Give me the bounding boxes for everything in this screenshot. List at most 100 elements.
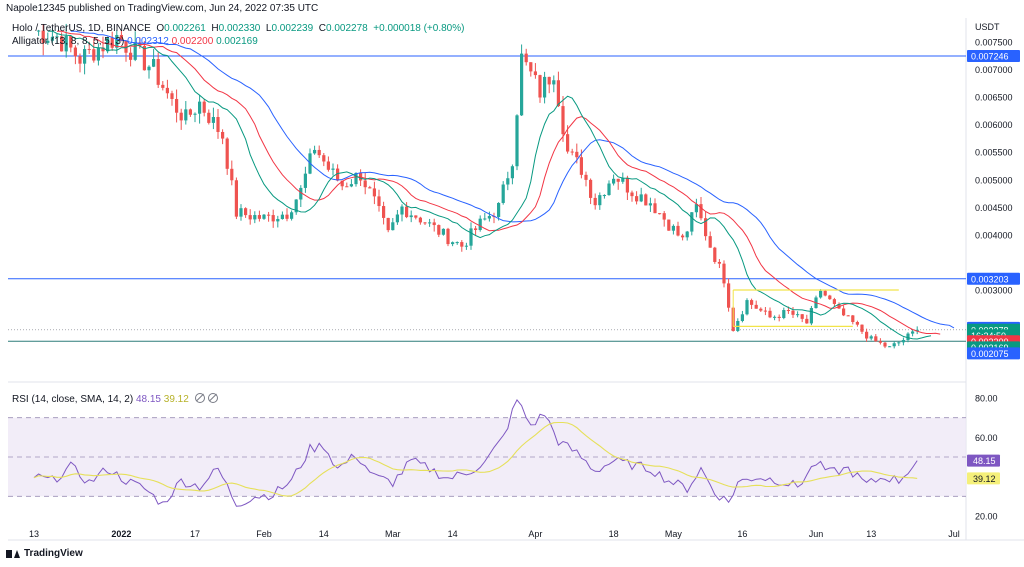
candle-body bbox=[653, 203, 657, 214]
close-label: C bbox=[318, 23, 326, 34]
candle-body bbox=[566, 134, 570, 152]
alligator-label: Alligator (13, 8, 8, 5, 5, 3) bbox=[12, 36, 125, 47]
candle-body bbox=[299, 187, 303, 200]
rsi-tick-label: 80.00 bbox=[975, 394, 998, 404]
candle-body bbox=[336, 168, 340, 181]
candle-body bbox=[717, 261, 721, 264]
open-label: O bbox=[156, 23, 165, 34]
alligator-jaw-value: 0.002312 bbox=[127, 36, 169, 47]
candle-body bbox=[451, 242, 455, 245]
candle-body bbox=[262, 214, 266, 219]
rsi-legend[interactable]: RSI (14, close, SMA, 14, 2) 48.15 39.12 bbox=[12, 393, 218, 405]
candle-body bbox=[354, 172, 358, 185]
candle-body bbox=[138, 42, 142, 46]
candle-body bbox=[809, 308, 813, 324]
candle-body bbox=[142, 45, 146, 71]
candle-body bbox=[579, 157, 583, 175]
candle-body bbox=[598, 195, 602, 206]
candle-body bbox=[267, 214, 271, 216]
candle-body bbox=[667, 219, 671, 231]
candle-body bbox=[832, 299, 836, 304]
published-by: Napole12345 published on TradingView.com… bbox=[6, 3, 319, 14]
candle-body bbox=[773, 316, 777, 318]
candle-body bbox=[819, 290, 823, 298]
candle-body bbox=[437, 225, 441, 235]
candle-body bbox=[326, 161, 330, 170]
price-tick-label: 0.004000 bbox=[975, 230, 1013, 240]
candle-body bbox=[883, 342, 887, 347]
candle-body bbox=[368, 187, 372, 189]
candle-body bbox=[676, 225, 680, 236]
candle-body bbox=[501, 184, 505, 203]
candle-body bbox=[685, 231, 689, 238]
candle-body bbox=[727, 283, 731, 308]
visibility-off-icon[interactable] bbox=[207, 393, 218, 403]
candle-body bbox=[630, 192, 634, 197]
candle-body bbox=[414, 215, 418, 218]
price-badge bbox=[967, 272, 1020, 285]
high-label: H bbox=[211, 23, 219, 34]
time-tick-label: 17 bbox=[190, 529, 200, 539]
candle-body bbox=[602, 195, 606, 197]
candle-body bbox=[349, 184, 353, 187]
brand-name: TradingView bbox=[24, 548, 83, 559]
candle-body bbox=[556, 80, 560, 107]
candle-body bbox=[198, 101, 202, 114]
candle-body bbox=[317, 149, 321, 156]
alligator-legend[interactable]: Alligator (13, 8, 8, 5, 5, 3) 0.002312 0… bbox=[12, 36, 258, 47]
low-value: 0.002239 bbox=[271, 23, 314, 34]
candle-body bbox=[538, 75, 542, 98]
open-value: 0.002261 bbox=[164, 23, 206, 34]
rsi-ma-value: 39.12 bbox=[163, 394, 189, 405]
candle-body bbox=[740, 314, 744, 321]
alligator-teeth-line bbox=[56, 30, 941, 335]
candle-body bbox=[409, 215, 413, 218]
price-tick-label: 0.007000 bbox=[975, 65, 1013, 75]
candle-body bbox=[179, 112, 183, 121]
candle-body bbox=[584, 174, 588, 180]
candle-body bbox=[133, 42, 137, 60]
candle-body bbox=[294, 199, 298, 213]
alligator-teeth-value: 0.002200 bbox=[171, 36, 214, 47]
visibility-off-icon[interactable] bbox=[194, 393, 205, 403]
time-tick-label: Jun bbox=[809, 529, 824, 539]
candle-body bbox=[285, 214, 289, 219]
candle-body bbox=[41, 30, 45, 43]
symbol-name[interactable]: Holo / TetherUS, 1D, BINANCE bbox=[12, 23, 151, 34]
candle-body bbox=[115, 34, 119, 48]
time-tick-label: 18 bbox=[609, 529, 619, 539]
candle-body bbox=[377, 196, 381, 207]
price-badge-label: 0.002075 bbox=[971, 349, 1009, 359]
candle-body bbox=[888, 346, 892, 348]
time-tick-label: 16 bbox=[737, 529, 747, 539]
candle-body bbox=[69, 35, 73, 48]
rsi-value: 48.15 bbox=[135, 394, 161, 405]
high-value: 0.002330 bbox=[218, 23, 261, 34]
candle-body bbox=[860, 324, 864, 332]
candle-body bbox=[694, 204, 698, 213]
candle-body bbox=[446, 228, 450, 245]
candle-body bbox=[165, 87, 169, 94]
candle-body bbox=[280, 214, 284, 220]
candle-body bbox=[552, 80, 556, 85]
price-tick-label: 0.003000 bbox=[975, 286, 1013, 296]
candle-body bbox=[658, 213, 662, 215]
candle-body bbox=[441, 228, 445, 235]
candle-body bbox=[106, 37, 110, 52]
candle-body bbox=[428, 222, 432, 224]
rsi-label: RSI (14, close, SMA, 14, 2) bbox=[12, 394, 134, 405]
rsi-badge-label: 48.15 bbox=[973, 456, 996, 466]
candle-body bbox=[253, 215, 257, 220]
candle-body bbox=[156, 59, 160, 85]
time-tick-label: 13 bbox=[29, 529, 39, 539]
candle-body bbox=[722, 263, 726, 284]
candle-body bbox=[759, 308, 763, 311]
candle-body bbox=[906, 333, 910, 340]
rsi-ma-line bbox=[33, 421, 918, 497]
candle-body bbox=[515, 115, 519, 167]
candle-body bbox=[37, 30, 41, 32]
candle-body bbox=[73, 47, 77, 57]
candle-body bbox=[768, 310, 772, 318]
candles bbox=[37, 23, 919, 349]
